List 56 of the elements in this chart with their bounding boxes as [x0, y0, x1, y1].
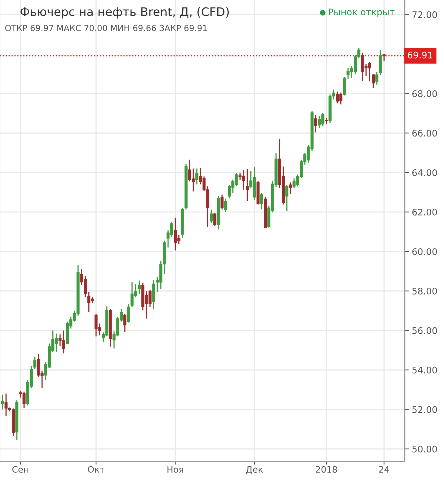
annotation: Рынок открыт: [329, 8, 395, 18]
candlestick: [214, 212, 217, 227]
candlestick: [289, 182, 292, 196]
candlestick: [4, 393, 8, 417]
candlestick: [368, 62, 372, 82]
candlestick: [292, 178, 296, 190]
candlestick: [336, 91, 340, 104]
candlestick: [138, 280, 142, 295]
candlestick: [220, 194, 224, 210]
candlestick: [224, 198, 228, 213]
y-tick-label: 68.00: [412, 90, 438, 98]
candlestick: [340, 92, 343, 106]
ref-line-label: 69.91: [408, 52, 432, 59]
candlestick: [174, 217, 178, 252]
text: ОТКР 69.97 МАКС 70.00 МИН 69.66 ЗАКР 69.91: [5, 25, 208, 32]
x-tick-label: Дек: [246, 466, 264, 474]
candlestick: [196, 168, 199, 186]
y-tick-label: 72.00: [412, 12, 438, 18]
candlestick: [246, 168, 250, 202]
candlestick: [325, 118, 328, 125]
y-tick-label: 64.00: [412, 169, 438, 176]
candlestick: [382, 54, 386, 62]
candlestick: [253, 166, 256, 201]
text: Фьючерс на нефть Brent, Д, (CFD): [20, 7, 230, 19]
candlestick: [228, 184, 232, 199]
candlestick: [94, 313, 98, 338]
candlestick: [318, 116, 322, 129]
x-tick-label: Ноя: [168, 466, 184, 473]
candlestick: [1, 394, 4, 410]
candlestick: [22, 391, 26, 409]
candlestick: [178, 234, 181, 245]
candlestick: [322, 112, 325, 127]
x-tick-label: 24: [379, 466, 390, 473]
candlestick: [256, 180, 260, 206]
y-tick-label: 56.00: [412, 327, 438, 334]
x-tick-label: Сен: [12, 466, 29, 473]
candlestick: [124, 313, 127, 333]
candlestick: [66, 321, 70, 346]
candlestick: [12, 408, 16, 437]
x-tick-label: 2018: [316, 466, 338, 473]
y-tick-label: 54.00: [412, 366, 438, 374]
candlestick: [152, 280, 156, 310]
candlestick: [361, 52, 364, 82]
y-tick-label: 62.00: [412, 208, 438, 216]
y-tick-label: 60.00: [412, 248, 438, 256]
candlestick: [62, 330, 66, 354]
candlestick: [260, 192, 264, 210]
y-tick-label: 58.00: [412, 288, 438, 295]
candlestick: [286, 184, 289, 212]
y-tick-label: 50.00: [412, 446, 438, 453]
candlestick: [210, 209, 214, 224]
candlestick: [314, 114, 318, 134]
x-tick-label: Окт: [88, 466, 105, 473]
candlestick: [55, 333, 58, 353]
y-tick-label: 52.00: [412, 406, 438, 414]
y-tick-label: 66.00: [412, 130, 438, 137]
